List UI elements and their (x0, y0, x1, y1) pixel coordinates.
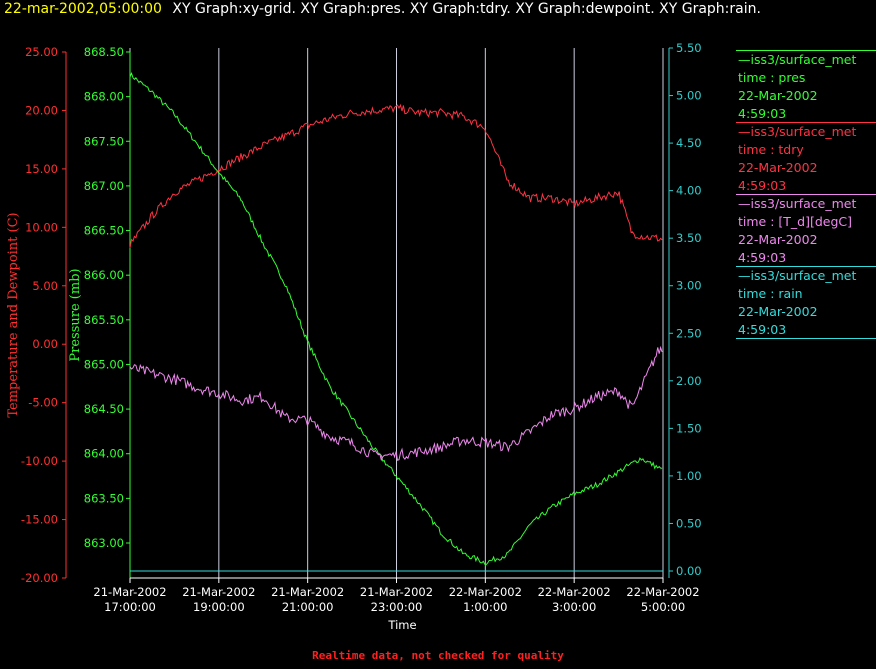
series-line-pres (129, 71, 663, 566)
time-tick-time: 3:00:00 (552, 600, 596, 614)
rain-tick-label: 1.00 (676, 469, 702, 483)
temperature-tick-label: 5.00 (32, 279, 58, 293)
time-tick-date: 21-Mar-2002 (182, 585, 255, 599)
rain-tick-label: 3.00 (676, 279, 702, 293)
time-tick-time: 19:00:00 (193, 600, 245, 614)
temperature-tick-label: 25.00 (25, 45, 58, 59)
time-tick-date: 21-Mar-2002 (360, 585, 433, 599)
legend-name: —iss3/surface_met (738, 196, 857, 211)
pressure-axis-title: Pressure (mb) (68, 268, 83, 361)
legend-label: time : [T_d][degC] (738, 214, 853, 229)
legend-separator (736, 122, 876, 123)
legend-name: —iss3/surface_met (738, 124, 857, 139)
temperature-tick-label: 20.00 (25, 103, 58, 117)
legend-label: time : rain (738, 286, 803, 301)
pressure-tick-label: 865.00 (84, 357, 124, 371)
legend-time: 4:59:03 (738, 250, 787, 265)
rain-tick-label: 0.00 (676, 564, 702, 578)
time-axis-title: Time (387, 618, 416, 632)
legend-name: —iss3/surface_met (738, 268, 857, 283)
legend-label: time : tdry (738, 142, 804, 157)
pressure-tick-label: 866.00 (84, 268, 124, 282)
legend-name: —iss3/surface_met (738, 52, 857, 67)
rain-tick-label: 5.00 (676, 89, 702, 103)
time-tick-time: 23:00:00 (371, 600, 423, 614)
series-line-tdry (129, 103, 663, 249)
quality-disclaimer: Realtime data, not checked for quality (312, 649, 564, 662)
legend-time: 4:59:03 (738, 178, 787, 193)
header-graph-titles: XY Graph:xy-grid. XY Graph:pres. XY Grap… (172, 1, 761, 17)
rain-tick-label: 1.50 (676, 421, 702, 435)
pressure-tick-label: 863.50 (84, 491, 124, 505)
legend-date: 22-Mar-2002 (738, 88, 818, 103)
pressure-tick-label: 868.00 (84, 90, 124, 104)
time-tick-time: 17:00:00 (104, 600, 156, 614)
legend-separator (736, 266, 876, 267)
legend-entry-dewpoint: —iss3/surface_met time : [T_d][degC] 22-… (738, 195, 856, 267)
rain-tick-label: 3.50 (676, 231, 702, 245)
temperature-tick-label: -20.00 (21, 571, 58, 585)
header-bar: 22-mar-2002,05:00:00 XY Graph:xy-grid. X… (4, 1, 761, 17)
time-tick-date: 22-Mar-2002 (449, 585, 522, 599)
time-tick-date: 21-Mar-2002 (93, 585, 166, 599)
legend-date: 22-Mar-2002 (738, 160, 818, 175)
legend-separator (736, 194, 876, 195)
pressure-tick-label: 863.00 (84, 536, 124, 550)
rain-tick-label: 2.50 (676, 326, 702, 340)
pressure-tick-label: 867.50 (84, 134, 124, 148)
temperature-tick-label: -10.00 (21, 454, 58, 468)
pressure-tick-label: 865.50 (84, 313, 124, 327)
series-line-dewpoint (129, 345, 663, 462)
rain-tick-label: 0.50 (676, 516, 702, 530)
temperature-axis-title: Temperature and Dewpoint (C) (6, 212, 21, 417)
pressure-tick-label: 866.50 (84, 224, 124, 238)
temperature-tick-label: -15.00 (21, 513, 58, 527)
time-tick-time: 5:00:00 (641, 600, 685, 614)
rain-tick-label: 2.00 (676, 374, 702, 388)
time-tick-time: 21:00:00 (282, 600, 334, 614)
pressure-tick-label: 864.50 (84, 402, 124, 416)
rain-tick-label: 5.50 (676, 41, 702, 55)
temperature-tick-label: -5.00 (28, 396, 58, 410)
pressure-tick-label: 867.00 (84, 179, 124, 193)
temperature-tick-label: 0.00 (32, 337, 58, 351)
temperature-tick-label: 10.00 (25, 220, 58, 234)
pressure-tick-label: 864.00 (84, 447, 124, 461)
header-timestamp: 22-mar-2002,05:00:00 (4, 1, 162, 17)
legend-entry-tdry: —iss3/surface_met time : tdry 22-Mar-200… (738, 123, 856, 195)
legend-date: 22-Mar-2002 (738, 304, 818, 319)
time-tick-date: 22-Mar-2002 (626, 585, 699, 599)
time-tick-date: 22-Mar-2002 (538, 585, 611, 599)
rain-tick-label: 4.50 (676, 136, 702, 150)
legend-date: 22-Mar-2002 (738, 232, 818, 247)
legend-label: time : pres (738, 70, 806, 85)
temperature-tick-label: 15.00 (25, 162, 58, 176)
legend-separator (736, 338, 876, 339)
legend-entry-pres: —iss3/surface_met time : pres 22-Mar-200… (738, 51, 856, 123)
legend-separator (736, 50, 876, 51)
time-tick-date: 21-Mar-2002 (271, 585, 344, 599)
legend-time: 4:59:03 (738, 106, 787, 121)
legend-time: 4:59:03 (738, 322, 787, 337)
rain-tick-label: 4.00 (676, 184, 702, 198)
pressure-tick-label: 868.50 (84, 45, 124, 59)
legend-entry-rain: —iss3/surface_met time : rain 22-Mar-200… (738, 267, 856, 339)
time-tick-time: 1:00:00 (463, 600, 507, 614)
